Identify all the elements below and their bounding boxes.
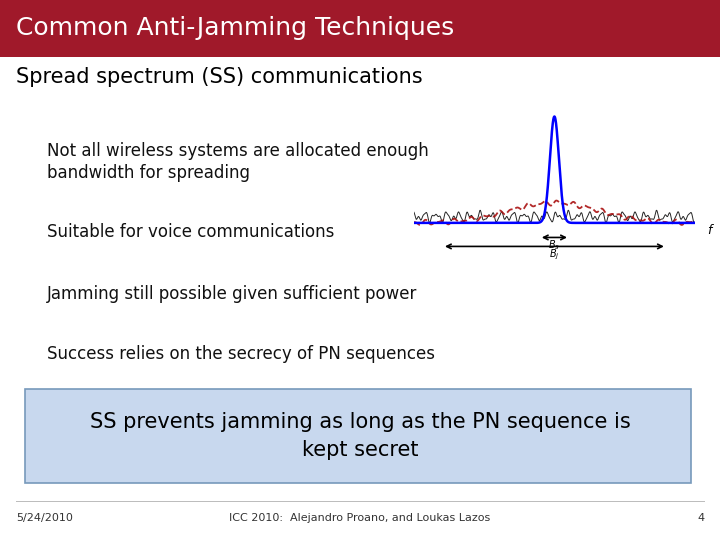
Text: Common Anti-Jamming Techniques: Common Anti-Jamming Techniques: [16, 16, 454, 40]
Text: Suitable for voice communications: Suitable for voice communications: [47, 223, 334, 241]
Text: Success relies on the secrecy of PN sequences: Success relies on the secrecy of PN sequ…: [47, 345, 435, 363]
Text: ICC 2010:  Alejandro Proano, and Loukas Lazos: ICC 2010: Alejandro Proano, and Loukas L…: [230, 514, 490, 523]
Text: SS prevents jamming as long as the PN sequence is
kept secret: SS prevents jamming as long as the PN se…: [89, 412, 631, 460]
FancyBboxPatch shape: [0, 0, 720, 57]
Text: 5/24/2010: 5/24/2010: [16, 514, 73, 523]
Text: $f$: $f$: [708, 222, 716, 237]
Text: $B_j$: $B_j$: [549, 247, 559, 262]
Text: $B_s$: $B_s$: [549, 239, 560, 252]
Text: Jamming still possible given sufficient power: Jamming still possible given sufficient …: [47, 285, 417, 303]
Text: Spread spectrum (SS) communications: Spread spectrum (SS) communications: [16, 66, 423, 87]
Text: Not all wireless systems are allocated enough
bandwidth for spreading: Not all wireless systems are allocated e…: [47, 142, 428, 182]
Text: 4: 4: [697, 514, 704, 523]
FancyBboxPatch shape: [25, 389, 691, 483]
